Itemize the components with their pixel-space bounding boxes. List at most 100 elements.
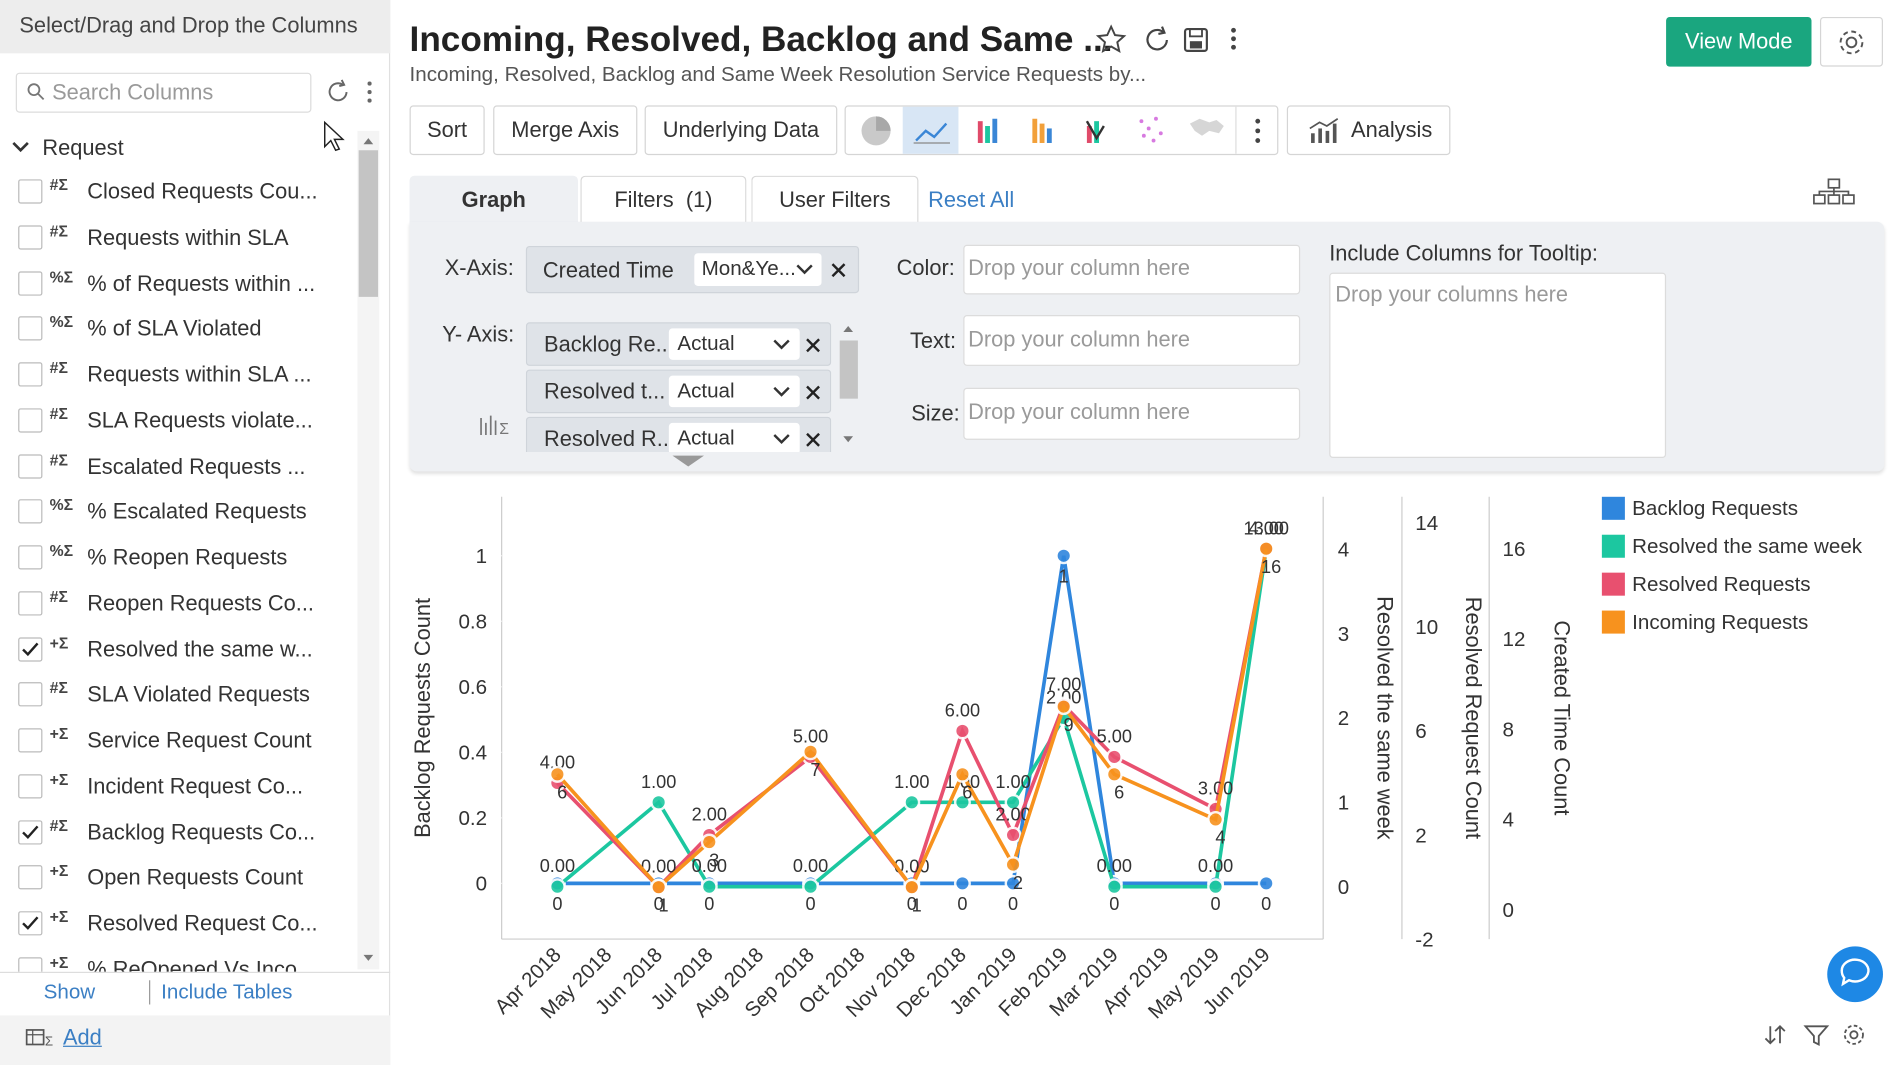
tooltip-drop[interactable] <box>1329 272 1667 459</box>
data-label: 3.00 <box>1198 778 1233 798</box>
y-field-controls[interactable] <box>773 430 829 449</box>
reset-all-link[interactable]: Reset All <box>928 187 1015 213</box>
y-field-name: Resolved t... <box>544 379 666 404</box>
graph-tab[interactable]: Graph <box>409 175 578 225</box>
column-label[interactable]: SLA Violated Requests <box>87 682 310 707</box>
column-label[interactable]: % ReOpened Vs Inco... <box>87 956 316 972</box>
checkbox[interactable] <box>18 316 43 341</box>
y-tick-label: 0.8 <box>458 611 487 634</box>
search-box[interactable] <box>15 72 312 113</box>
checkbox[interactable] <box>18 865 43 890</box>
show-link[interactable]: Show <box>43 980 96 1004</box>
checkbox[interactable] <box>18 682 43 707</box>
y-tick-label: 0.4 <box>458 742 487 765</box>
chevron <box>773 339 790 350</box>
analysis-button[interactable]: Analysis <box>1286 105 1451 156</box>
checkbox[interactable] <box>18 591 43 616</box>
data-point <box>953 765 971 783</box>
filters-tab[interactable]: Filters (1) <box>580 175 747 223</box>
series-line <box>556 548 1269 889</box>
y-field-controls[interactable] <box>773 336 829 355</box>
scroll-thumb[interactable] <box>358 150 379 297</box>
checkbox[interactable] <box>18 453 43 479</box>
color-drop[interactable] <box>963 244 1301 295</box>
checkbox[interactable] <box>18 911 43 936</box>
data-point <box>953 874 971 892</box>
underlying-data-button[interactable]: Underlying Data <box>644 105 838 156</box>
y-tick-label: 6 <box>1415 720 1426 743</box>
checkbox[interactable] <box>18 270 43 296</box>
x-axis-label: X-Axis: <box>444 255 514 280</box>
chart-type-group[interactable] <box>844 105 1279 156</box>
data-point <box>953 793 971 811</box>
column-label[interactable]: Resolved Request Co... <box>87 911 318 936</box>
data-label: 0 <box>1211 894 1221 914</box>
y-field-controls[interactable] <box>773 383 829 402</box>
checkbox[interactable] <box>18 773 43 799</box>
analysis-icon <box>1309 117 1339 143</box>
y-tick-label: 14 <box>1415 512 1438 535</box>
user-filters-tab[interactable]: User Filters <box>751 175 919 223</box>
column-label[interactable]: % Reopen Requests <box>87 545 288 570</box>
chat-button[interactable] <box>1825 944 1886 1005</box>
checkmark <box>22 916 39 930</box>
merge-axis-button[interactable]: Merge Axis <box>493 105 638 156</box>
legend-label: Incoming Requests <box>1632 611 1808 634</box>
checkbox[interactable] <box>18 179 43 204</box>
include-tables-link[interactable]: Include Tables <box>161 980 293 1004</box>
column-label[interactable]: Requests within SLA ... <box>87 362 312 387</box>
y-tick-label: 0 <box>1338 876 1349 899</box>
title-actions[interactable] <box>1095 24 1246 56</box>
divider <box>0 971 391 973</box>
checkbox[interactable] <box>18 362 43 387</box>
chart-footer-icons[interactable] <box>1763 1021 1872 1048</box>
legend-swatch <box>1601 610 1625 634</box>
column-label[interactable]: Resolved the same w... <box>87 636 313 661</box>
column-label[interactable]: Open Requests Count <box>87 865 304 890</box>
y-tick-label: 0 <box>476 873 487 896</box>
column-label[interactable]: Requests within SLA <box>87 225 289 250</box>
scrollbar[interactable] <box>357 130 380 970</box>
hierarchy-icon[interactable] <box>1811 177 1857 206</box>
y-tick-label: 0 <box>1503 899 1514 922</box>
checkbox[interactable] <box>18 636 43 661</box>
column-label[interactable]: % Escalated Requests <box>87 499 307 524</box>
data-label: 5.00 <box>1097 726 1132 746</box>
collapse-icon[interactable] <box>11 139 30 156</box>
checkbox[interactable] <box>18 499 43 524</box>
x-field-controls[interactable] <box>796 261 857 280</box>
checkbox[interactable] <box>18 819 43 844</box>
settings-button[interactable] <box>1819 16 1883 67</box>
expand-arrow[interactable] <box>670 453 706 468</box>
data-point <box>700 833 718 851</box>
gear-icon <box>1839 29 1864 54</box>
view-mode-button[interactable]: View Mode <box>1666 16 1812 67</box>
checkbox[interactable] <box>18 728 43 753</box>
axis-settings-icon[interactable]: Σ <box>477 413 513 437</box>
add-link[interactable]: Add <box>63 1025 102 1050</box>
column-label[interactable]: Escalated Requests ... <box>87 453 306 479</box>
size-drop[interactable] <box>963 387 1301 440</box>
column-label[interactable]: Service Request Count <box>87 728 312 753</box>
column-label[interactable]: Incident Request Co... <box>87 773 304 799</box>
column-label[interactable]: Reopen Requests Co... <box>87 591 314 616</box>
text-drop[interactable] <box>963 315 1301 366</box>
sort-button[interactable]: Sort <box>409 105 485 156</box>
data-label: 9 <box>1063 715 1073 735</box>
column-icon: +Σ <box>49 633 69 652</box>
column-label[interactable]: Closed Requests Cou... <box>87 179 318 204</box>
y-tick-label: 4 <box>1338 538 1349 561</box>
checkbox[interactable] <box>18 545 43 570</box>
column-label[interactable]: Backlog Requests Co... <box>87 819 316 844</box>
y-field-scrollbar[interactable] <box>838 321 859 452</box>
column-label[interactable]: % of SLA Violated <box>87 316 262 341</box>
checkbox[interactable] <box>18 225 43 250</box>
checkbox[interactable] <box>18 956 43 972</box>
column-label[interactable]: SLA Requests violate... <box>87 408 313 433</box>
sidebar-actions[interactable] <box>325 78 378 107</box>
column-label[interactable]: % of Requests within ... <box>87 270 316 296</box>
size-placeholder: Drop your column here <box>968 399 1191 425</box>
sidebar: Select/Drag and Drop the Columns Search … <box>0 0 391 1065</box>
checkbox[interactable] <box>18 408 43 433</box>
